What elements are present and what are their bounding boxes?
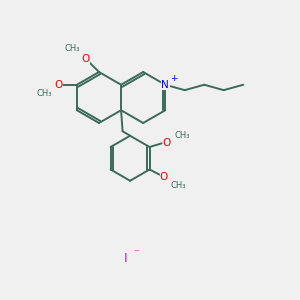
Text: O: O bbox=[163, 137, 171, 148]
Text: O: O bbox=[55, 80, 63, 90]
Text: +: + bbox=[170, 74, 177, 82]
Text: CH₃: CH₃ bbox=[170, 182, 186, 190]
Text: N: N bbox=[161, 80, 169, 90]
Text: O: O bbox=[160, 172, 168, 182]
Text: CH₃: CH₃ bbox=[64, 44, 80, 52]
Text: CH₃: CH₃ bbox=[175, 130, 190, 140]
Text: I: I bbox=[124, 251, 128, 265]
Text: O: O bbox=[81, 53, 90, 64]
Text: CH₃: CH₃ bbox=[36, 89, 52, 98]
Text: ⁻: ⁻ bbox=[134, 248, 140, 259]
